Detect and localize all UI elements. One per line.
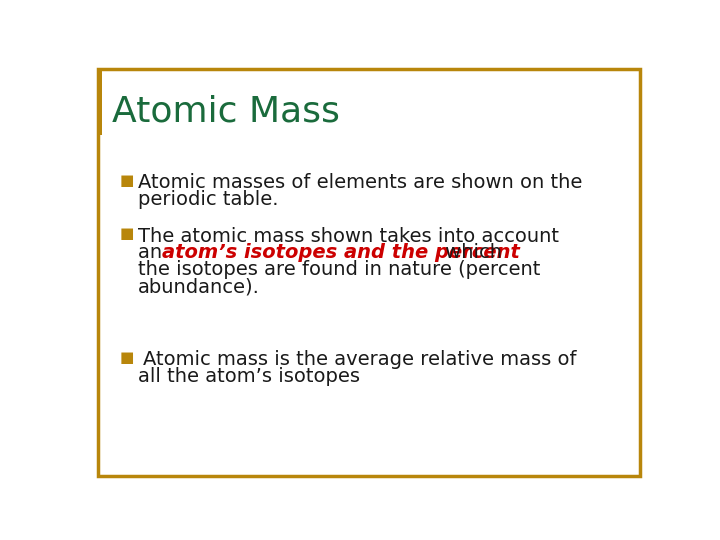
Text: atom’s isotopes and the percent: atom’s isotopes and the percent xyxy=(161,244,519,262)
Text: ■: ■ xyxy=(120,350,134,364)
Text: ■: ■ xyxy=(120,173,134,187)
Text: ■: ■ xyxy=(120,226,134,241)
Text: The atomic mass shown takes into account: The atomic mass shown takes into account xyxy=(138,226,559,246)
FancyBboxPatch shape xyxy=(98,70,102,135)
Text: Atomic masses of elements are shown on the: Atomic masses of elements are shown on t… xyxy=(138,173,582,192)
Text: abundance).: abundance). xyxy=(138,278,260,296)
Text: Atomic mass is the average relative mass of: Atomic mass is the average relative mass… xyxy=(143,350,576,369)
Text: all the atom’s isotopes: all the atom’s isotopes xyxy=(138,367,360,386)
Text: an: an xyxy=(138,244,168,262)
Text: periodic table.: periodic table. xyxy=(138,190,279,208)
Text: the isotopes are found in nature (percent: the isotopes are found in nature (percen… xyxy=(138,260,541,279)
Text: Atomic Mass: Atomic Mass xyxy=(112,94,340,128)
Text: which: which xyxy=(439,244,502,262)
